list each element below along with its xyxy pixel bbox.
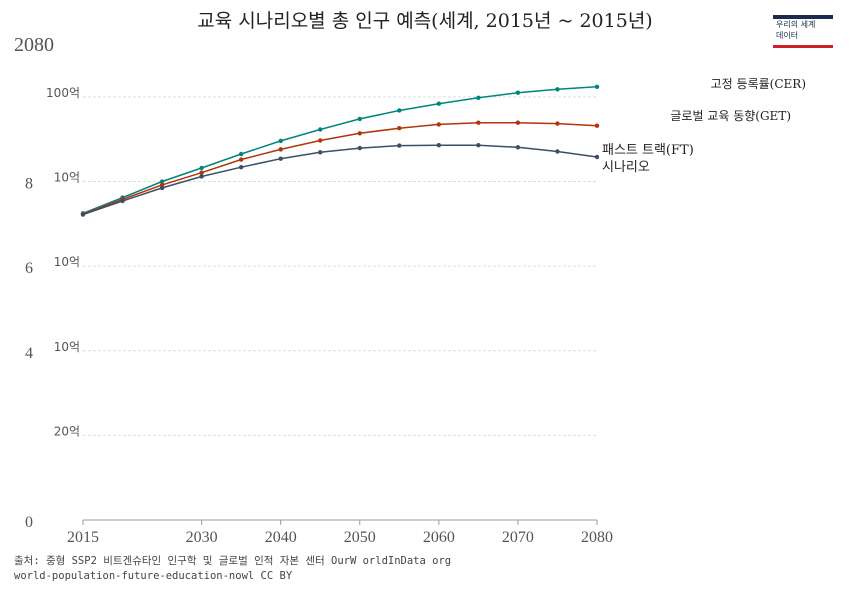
y-tick-sublabel: 10억 — [54, 255, 80, 269]
x-tick-label: 2015 — [67, 529, 99, 546]
data-point — [199, 174, 204, 179]
y-tick-label: 6 — [25, 260, 33, 277]
data-point — [318, 138, 323, 143]
y-tick-label: 4 — [25, 345, 33, 362]
x-tick-label: 2070 — [502, 529, 534, 546]
data-point — [318, 150, 323, 155]
data-point — [278, 147, 283, 152]
series-line — [82, 86, 598, 214]
y-tick-sublabel: 10억 — [54, 340, 80, 354]
data-point — [397, 108, 402, 113]
data-point — [357, 145, 362, 151]
data-point — [594, 154, 600, 160]
x-tick-label: 2050 — [344, 529, 376, 546]
series-line — [82, 121, 598, 215]
data-point — [555, 149, 560, 154]
logo-line-2: 데이터 — [776, 31, 799, 40]
data-point — [555, 87, 560, 92]
chart-title: 교육 시나리오별 총 인구 예측(세계, 2015년 ~ 2015년) — [197, 10, 653, 32]
data-point — [199, 165, 204, 171]
data-point — [594, 123, 600, 128]
data-point — [476, 120, 481, 125]
series-label-ft-line1: 패스트 트랙(FT) — [602, 143, 694, 158]
y-tick-sublabel: 100억 — [46, 86, 80, 100]
data-point — [357, 131, 362, 136]
y-tick-label: 8 — [25, 176, 33, 193]
source-note: 출처: 중형 SSP2 비트겐슈타인 인구학 및 글로벌 인적 자본 센터 Ou… — [14, 554, 451, 584]
data-point — [397, 126, 402, 131]
data-point — [436, 101, 442, 106]
series-label-cer: 고정 등록률(CER) — [711, 77, 806, 91]
data-point — [159, 179, 165, 184]
data-point — [80, 212, 86, 217]
data-point — [515, 90, 521, 95]
data-point — [278, 138, 283, 144]
data-point — [318, 127, 323, 132]
series-label-get: 글로벌 교육 동향(GET) — [670, 109, 791, 123]
data-point — [397, 143, 402, 148]
y-tick-sublabel: 20억 — [54, 424, 80, 438]
source-line-1: 출처: 중형 SSP2 비트겐슈타인 인구학 및 글로벌 인적 자본 센터 Ou… — [14, 555, 452, 567]
data-point — [515, 145, 521, 150]
owid-logo[interactable]: 우리의 세계 데이터 — [773, 15, 833, 48]
data-point — [238, 157, 244, 162]
data-point — [555, 121, 560, 126]
data-point — [238, 151, 244, 157]
x-tick-label: 2040 — [265, 529, 297, 546]
data-point — [357, 116, 362, 122]
y-tick-sublabel: 10억 — [54, 171, 80, 185]
data-point — [238, 164, 244, 170]
data-point — [278, 156, 283, 161]
data-point — [436, 122, 442, 127]
logo-line-1: 우리의 세계 — [776, 20, 816, 29]
data-point — [476, 142, 481, 148]
series-label-ft-line2: 시나리오 — [602, 160, 650, 175]
data-point — [120, 198, 125, 204]
data-point — [199, 170, 204, 175]
x-tick-label: 2030 — [186, 529, 218, 546]
corner-year-label: 2080 — [14, 34, 54, 56]
y-tick-label: 0 — [25, 514, 33, 531]
source-line-2: world-population-future-education-nowl C… — [14, 570, 293, 582]
data-point — [159, 185, 165, 191]
data-point — [594, 84, 600, 89]
data-point — [476, 95, 481, 100]
series-line — [82, 144, 598, 216]
data-point — [436, 142, 442, 148]
data-point — [515, 120, 521, 125]
x-tick-label: 2060 — [423, 529, 455, 546]
x-tick-label: 2080 — [581, 529, 613, 546]
